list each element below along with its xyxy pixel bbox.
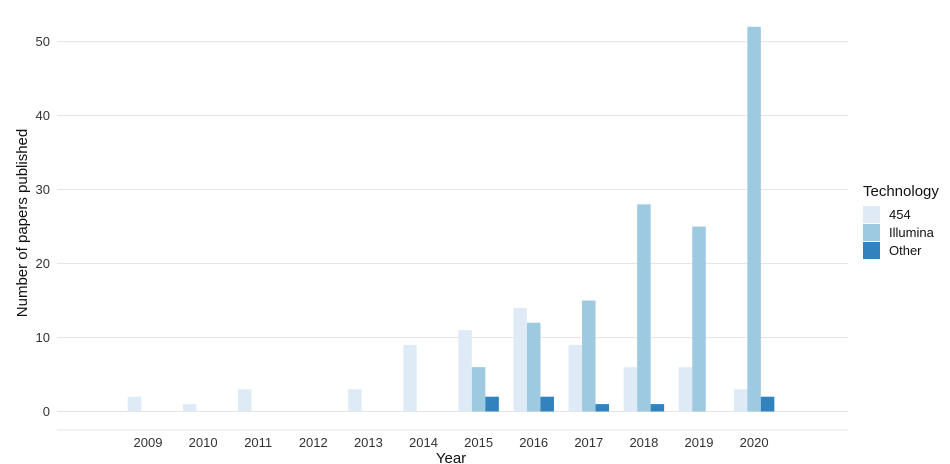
x-axis-title: Year: [436, 450, 466, 464]
y-tick-label: 30: [36, 182, 50, 197]
legend-key-illumina: [863, 224, 880, 241]
bar-454-2010: [182, 404, 197, 412]
x-tick-label: 2015: [464, 435, 493, 450]
bar-454-2013: [348, 389, 362, 412]
legend: Technology 454 Illumina Other: [863, 183, 939, 259]
bar-other-2016: [540, 396, 554, 412]
bar-454-2015: [458, 330, 472, 412]
x-tick-label: 2016: [519, 435, 548, 450]
y-tick-label: 40: [36, 108, 50, 123]
legend-key-454: [863, 206, 880, 223]
x-tick-labels: 2009 2010 2011 2012 2013 2014 2015 2016 2017 2018…: [134, 435, 769, 450]
bar-illumina-2018: [637, 204, 651, 412]
bar-454-2011: [237, 389, 252, 412]
y-tick-label: 50: [36, 34, 50, 49]
bars: [127, 26, 775, 412]
bar-454-2020: [733, 389, 748, 412]
bar-illumina-2015: [471, 367, 486, 412]
bar-other-2015: [485, 396, 499, 412]
legend-label-454: 454: [889, 207, 911, 222]
legend-key-other: [863, 242, 880, 259]
y-tick-label: 20: [36, 256, 50, 271]
legend-label-other: Other: [889, 243, 922, 258]
legend-label-illumina: Illumina: [889, 225, 935, 240]
bar-illumina-2019: [692, 226, 706, 412]
bar-454-2017: [568, 344, 583, 412]
bar-illumina-2016: [526, 322, 541, 412]
legend-title: Technology: [863, 183, 939, 200]
bar-454-2009: [127, 396, 142, 412]
x-tick-label: 2013: [354, 435, 383, 450]
bar-illumina-2017: [582, 300, 596, 412]
bar-illumina-2020: [747, 26, 761, 412]
x-tick-label: 2009: [134, 435, 163, 450]
bar-454-2014: [403, 344, 417, 412]
x-tick-label: 2020: [740, 435, 769, 450]
bar-454-2019: [678, 367, 693, 412]
bar-454-2018: [623, 367, 638, 412]
x-tick-label: 2012: [299, 435, 328, 450]
bar-other-2018: [650, 404, 665, 412]
x-tick-label: 2010: [189, 435, 218, 450]
x-tick-label: 2019: [685, 435, 714, 450]
x-tick-label: 2017: [574, 435, 603, 450]
x-tick-label: 2018: [629, 435, 658, 450]
x-tick-label: 2014: [409, 435, 438, 450]
bar-other-2017: [595, 404, 610, 412]
bar-454-2016: [513, 307, 527, 412]
x-tick-label: 2011: [244, 435, 272, 450]
y-tick-label: 0: [43, 404, 50, 419]
y-tick-label: 10: [36, 330, 50, 345]
y-tick-labels: 0 10 20 30 40 50: [36, 34, 50, 419]
gridlines: [57, 41, 848, 431]
y-axis-title: Number of papers published: [14, 129, 31, 317]
bar-other-2020: [760, 396, 775, 412]
